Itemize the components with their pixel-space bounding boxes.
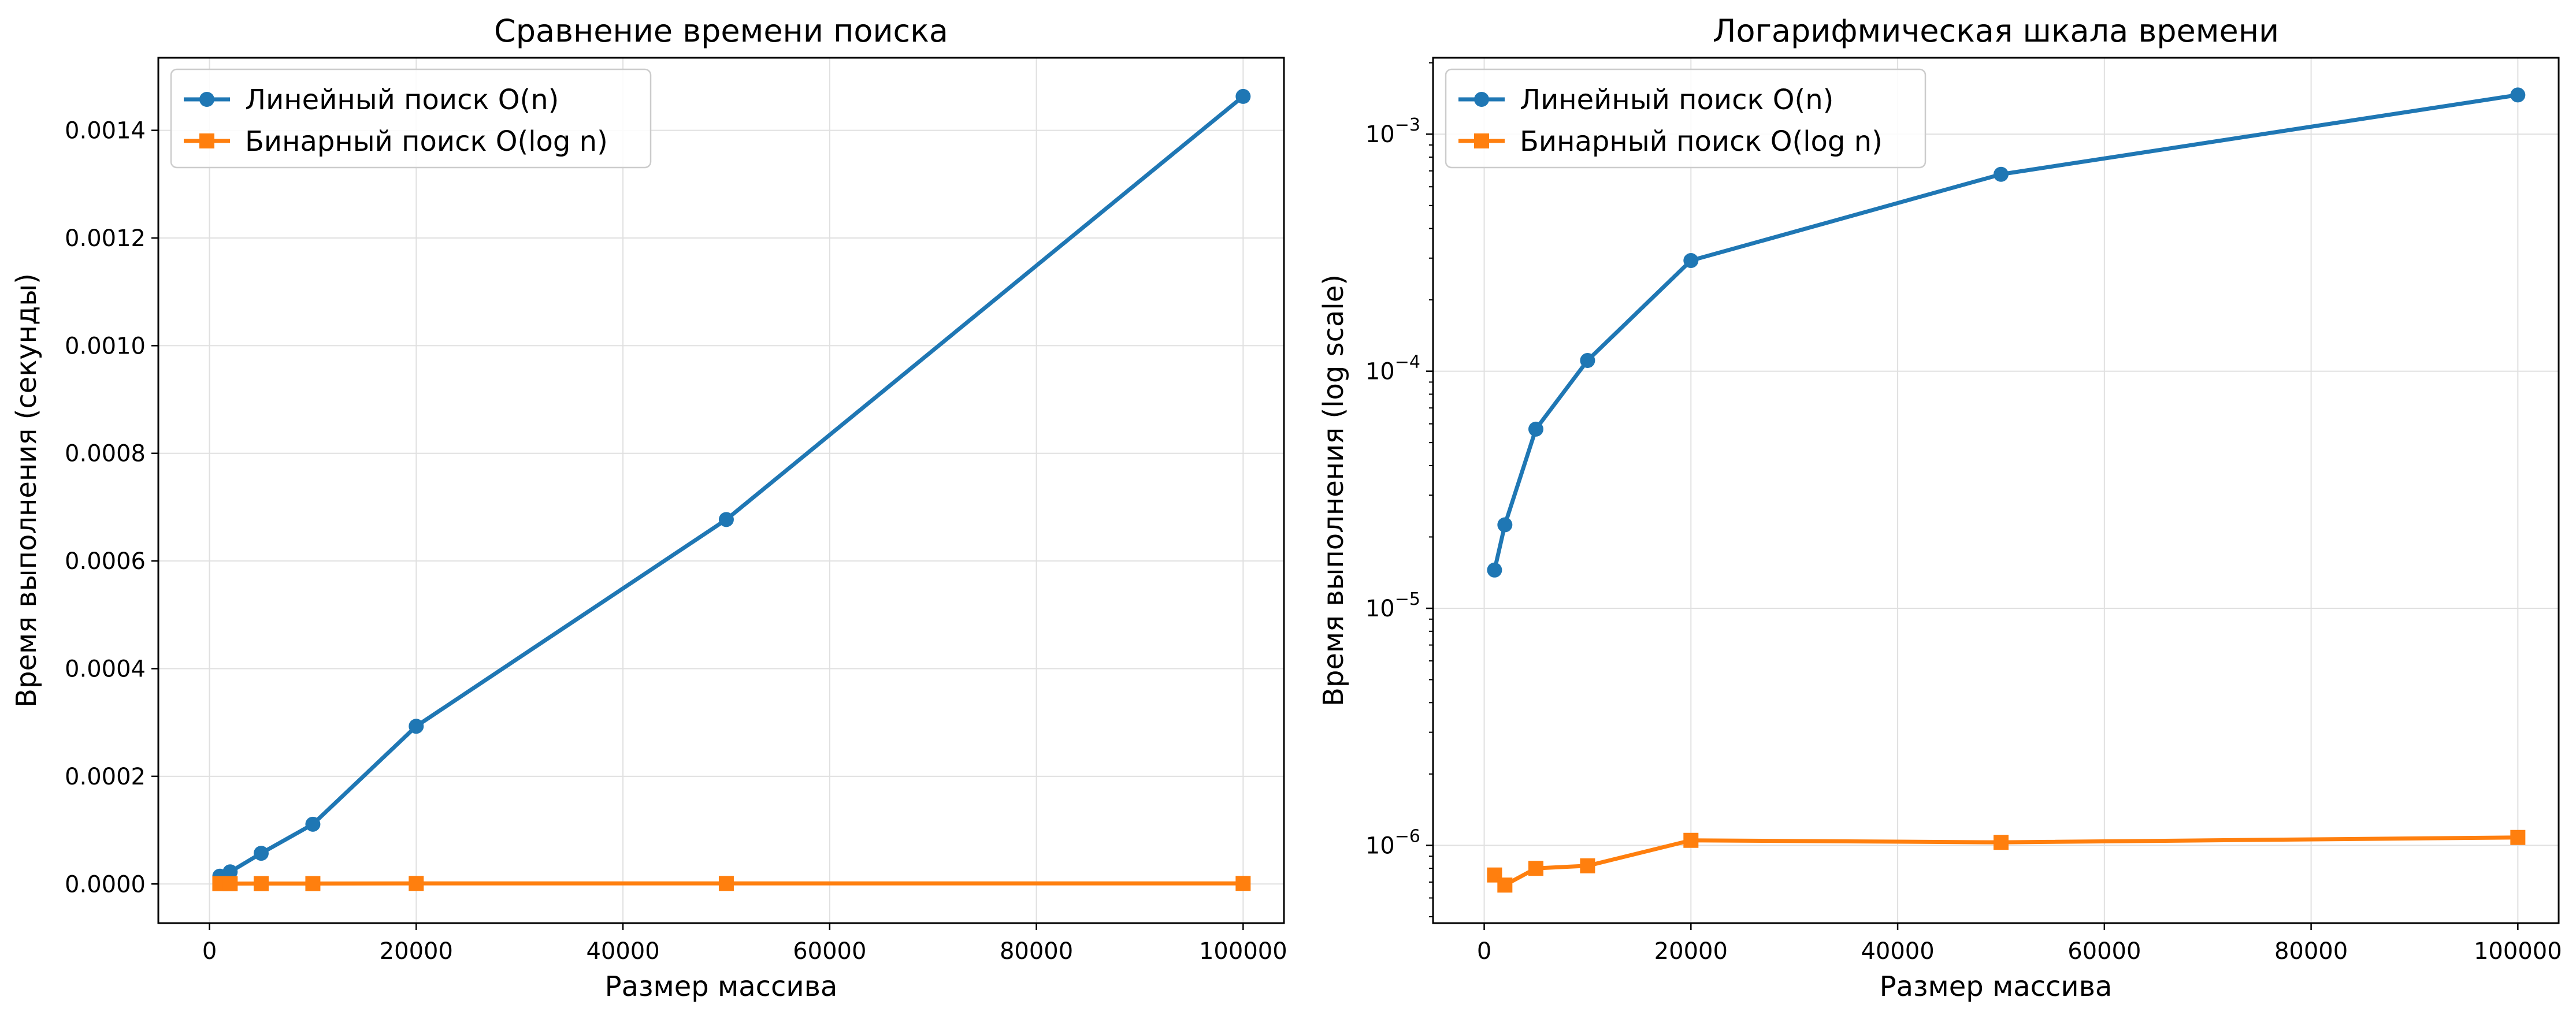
legend-marker bbox=[1474, 92, 1489, 107]
legend-box bbox=[1445, 68, 1927, 169]
x-tick-label: 40000 bbox=[1861, 938, 1934, 965]
y-tick-label: 0.0004 bbox=[65, 656, 146, 682]
y-tick-label: 0.0008 bbox=[65, 441, 146, 467]
x-ticks-2: 0 20000 40000 60000 80000 100000 bbox=[1477, 923, 2562, 965]
y-tick-label: 0.0010 bbox=[65, 333, 146, 359]
data-point bbox=[2510, 87, 2526, 103]
data-point bbox=[409, 876, 424, 891]
legend-2: Линейный поиск O(n) Бинарный поиск O(log … bbox=[1445, 68, 1927, 169]
x-tick-label: 0 bbox=[1477, 938, 1491, 965]
x-tick-label: 60000 bbox=[2068, 938, 2141, 965]
legend-label: Бинарный поиск O(log n) bbox=[1520, 125, 1883, 158]
data-point bbox=[1580, 858, 1595, 873]
data-point bbox=[2510, 830, 2526, 845]
x-axis-label-2: Размер массива bbox=[1880, 970, 2113, 1003]
x-tick-label: 20000 bbox=[380, 938, 453, 965]
data-point bbox=[305, 876, 321, 891]
x-tick-label: 60000 bbox=[793, 938, 866, 965]
data-point bbox=[1993, 166, 2009, 182]
legend-label: Бинарный поиск O(log n) bbox=[245, 125, 608, 158]
data-point bbox=[1497, 517, 1513, 533]
y-axis-label-1: Время выполнения (секунды) bbox=[10, 273, 43, 708]
data-point bbox=[1528, 421, 1543, 437]
y-tick-label: 0.0002 bbox=[65, 764, 146, 790]
data-point bbox=[1580, 353, 1595, 369]
y-tick-label: 10−5 bbox=[1365, 589, 1420, 622]
y-tick-label: 10−3 bbox=[1365, 115, 1420, 148]
legend-label: Линейный поиск O(n) bbox=[245, 84, 559, 116]
data-point bbox=[1235, 88, 1251, 104]
legend-marker bbox=[199, 92, 214, 107]
data-point bbox=[253, 846, 269, 861]
legend-marker bbox=[1474, 133, 1489, 148]
x-tick-label: 100000 bbox=[2474, 938, 2562, 965]
legend-box bbox=[170, 68, 652, 169]
data-point bbox=[1235, 876, 1251, 891]
data-point bbox=[222, 876, 238, 891]
data-point bbox=[1993, 835, 2009, 850]
data-point bbox=[1487, 562, 1502, 578]
x-tick-label: 80000 bbox=[2274, 938, 2348, 965]
chart-title-2: Логарифмическая шкала времени bbox=[1713, 13, 2279, 49]
plot-area-1 bbox=[158, 58, 1284, 923]
x-axis-label-1: Размер массива bbox=[605, 970, 838, 1003]
x-tick-label: 20000 bbox=[1654, 938, 1728, 965]
gridlines-1 bbox=[158, 58, 1284, 923]
chart-panel-2: 0 20000 40000 60000 80000 100000 10−6 10−5 10−4… bbox=[1317, 13, 2562, 1003]
data-point bbox=[253, 876, 269, 891]
data-point bbox=[409, 719, 424, 734]
x-tick-label: 80000 bbox=[1000, 938, 1073, 965]
data-point bbox=[1497, 877, 1513, 893]
y-ticks-2: 10−6 10−5 10−4 10−3 bbox=[1365, 62, 1433, 917]
x-tick-label: 40000 bbox=[586, 938, 659, 965]
legend-marker bbox=[199, 133, 214, 148]
data-point bbox=[1528, 861, 1543, 876]
series-group-2 bbox=[1487, 87, 2526, 893]
data-point bbox=[718, 876, 734, 891]
chart-title-1: Сравнение времени поиска bbox=[494, 13, 948, 49]
x-tick-label: 0 bbox=[202, 938, 217, 965]
y-tick-label: 10−6 bbox=[1365, 826, 1420, 859]
y-tick-label: 10−4 bbox=[1365, 352, 1420, 385]
x-ticks-1: 0 20000 40000 60000 80000 100000 bbox=[202, 923, 1287, 965]
data-point bbox=[305, 816, 321, 832]
plot-area-2 bbox=[1433, 58, 2559, 923]
y-axis-label-2: Время выполнения (log scale) bbox=[1317, 274, 1350, 706]
y-tick-label: 0.0014 bbox=[65, 118, 146, 144]
x-tick-label: 100000 bbox=[1199, 938, 1287, 965]
data-point bbox=[222, 864, 238, 880]
data-point bbox=[1683, 832, 1699, 848]
y-ticks-1: 0.0000 0.0002 0.0004 0.0006 0.0008 0.0010 0.00… bbox=[65, 118, 158, 898]
y-tick-label: 0.0012 bbox=[65, 225, 146, 252]
legend-1: Линейный поиск O(n) Бинарный поиск O(log … bbox=[170, 68, 652, 169]
plot-border-2 bbox=[1432, 57, 2560, 924]
data-point bbox=[1683, 253, 1699, 269]
plot-border-1 bbox=[157, 57, 1285, 924]
y-tick-label: 0.0000 bbox=[65, 871, 146, 898]
y-tick-label: 0.0006 bbox=[65, 548, 146, 575]
chart-panel-1: 0 20000 40000 60000 80000 100000 0.0000 0.0002… bbox=[10, 13, 1287, 1003]
series-group-1 bbox=[212, 88, 1251, 891]
legend-label: Линейный поиск O(n) bbox=[1520, 84, 1833, 116]
data-point bbox=[718, 512, 734, 527]
